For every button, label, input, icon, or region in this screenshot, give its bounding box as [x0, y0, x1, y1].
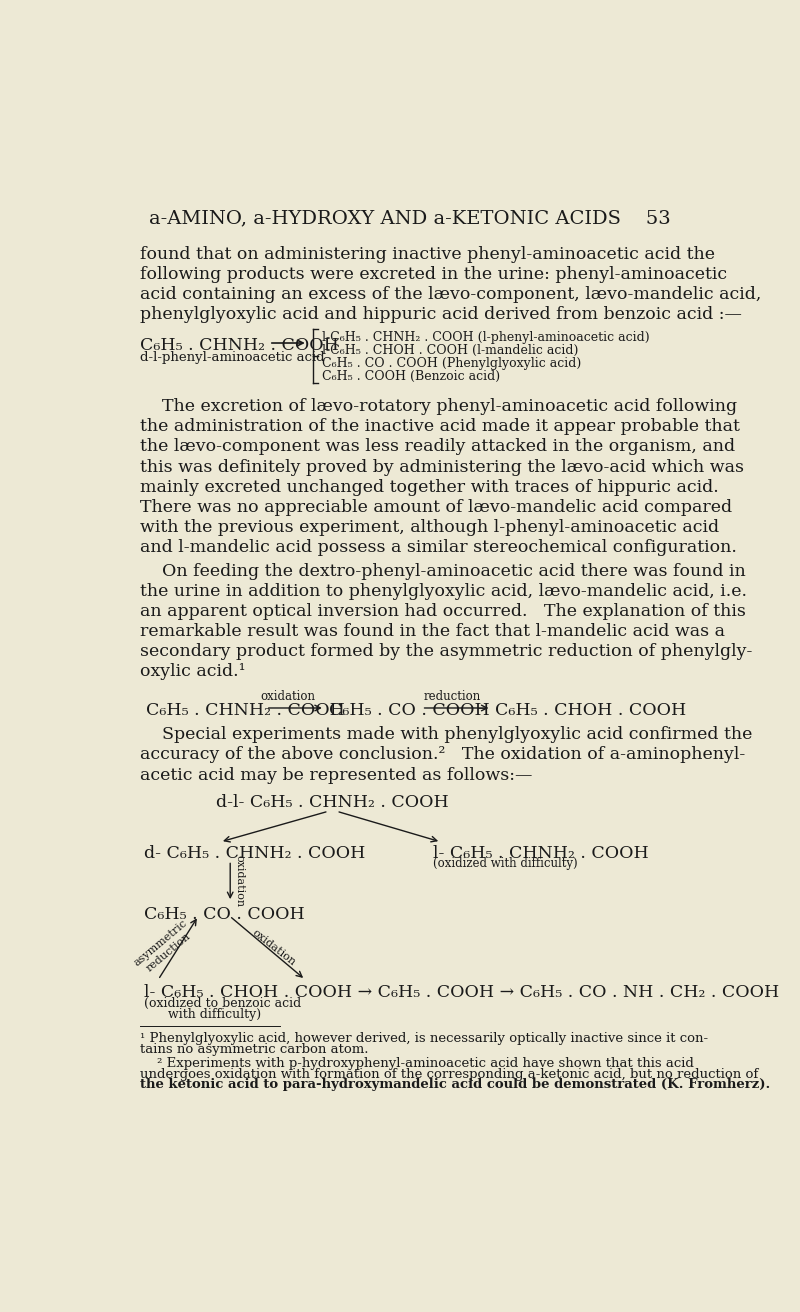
Text: C₆H₅ . CO . COOH: C₆H₅ . CO . COOH — [329, 702, 490, 719]
Text: tains no asymmetric carbon atom.: tains no asymmetric carbon atom. — [140, 1043, 369, 1056]
Text: The excretion of lævo-rotatory phenyl-aminoacetic acid following: The excretion of lævo-rotatory phenyl-am… — [140, 399, 738, 416]
Text: acetic acid may be represented as follows:—: acetic acid may be represented as follow… — [140, 766, 533, 783]
Text: oxidation: oxidation — [235, 855, 245, 908]
Text: oxidation: oxidation — [250, 928, 298, 968]
Text: l- C₆H₅ . CHNH₂ . COOH: l- C₆H₅ . CHNH₂ . COOH — [434, 845, 649, 862]
Text: C₆H₅ . CHNH₂ . COOH: C₆H₅ . CHNH₂ . COOH — [140, 337, 339, 354]
Text: remarkable result was found in the fact that l-mandelic acid was a: remarkable result was found in the fact … — [140, 623, 726, 640]
Text: Special experiments made with phenylglyoxylic acid confirmed the: Special experiments made with phenylglyo… — [140, 727, 753, 744]
Text: with the previous experiment, although l-phenyl-aminoacetic acid: with the previous experiment, although l… — [140, 518, 719, 535]
Text: oxylic acid.¹: oxylic acid.¹ — [140, 664, 246, 681]
Text: C₆H₅ . CHOH . COOH: C₆H₅ . CHOH . COOH — [495, 702, 686, 719]
Text: l-C₆H₅ . CHOH . COOH (l-mandelic acid): l-C₆H₅ . CHOH . COOH (l-mandelic acid) — [322, 344, 578, 357]
Text: acid containing an excess of the lævo-component, lævo-mandelic acid,: acid containing an excess of the lævo-co… — [140, 286, 762, 303]
Text: C₆H₅ . COOH (Benzoic acid): C₆H₅ . COOH (Benzoic acid) — [322, 370, 501, 383]
Text: (oxidized with difficulty): (oxidized with difficulty) — [434, 857, 578, 870]
Text: C₆H₅ . CO . COOH: C₆H₅ . CO . COOH — [144, 905, 305, 922]
Text: mainly excreted unchanged together with traces of hippuric acid.: mainly excreted unchanged together with … — [140, 479, 719, 496]
Text: l- C₆H₅ . CHOH . COOH → C₆H₅ . COOH → C₆H₅ . CO . NH . CH₂ . COOH: l- C₆H₅ . CHOH . COOH → C₆H₅ . COOH → C₆… — [144, 984, 779, 1001]
Text: this was definitely proved by administering the lævo-acid which was: this was definitely proved by administer… — [140, 458, 744, 475]
Text: reduction: reduction — [424, 690, 482, 702]
Text: and l-mandelic acid possess a similar stereochemical configuration.: and l-mandelic acid possess a similar st… — [140, 539, 737, 555]
Text: with difficulty): with difficulty) — [144, 1009, 262, 1021]
Text: found that on administering inactive phenyl-aminoacetic acid the: found that on administering inactive phe… — [140, 245, 715, 262]
Text: (oxidized to benzoic acid: (oxidized to benzoic acid — [144, 997, 302, 1010]
Text: ¹ Phenylglyoxylic acid, however derived, is necessarily optically inactive since: ¹ Phenylglyoxylic acid, however derived,… — [140, 1033, 709, 1046]
Text: following products were excreted in the urine: phenyl-aminoacetic: following products were excreted in the … — [140, 266, 727, 283]
Text: phenylglyoxylic acid and hippuric acid derived from benzoic acid :—: phenylglyoxylic acid and hippuric acid d… — [140, 306, 742, 323]
Text: the administration of the inactive acid made it appear probable that: the administration of the inactive acid … — [140, 419, 740, 436]
Text: oxidation: oxidation — [261, 690, 316, 702]
Text: d- C₆H₅ . CHNH₂ . COOH: d- C₆H₅ . CHNH₂ . COOH — [144, 845, 366, 862]
Text: accuracy of the above conclusion.²   The oxidation of a-aminophenyl-: accuracy of the above conclusion.² The o… — [140, 747, 746, 764]
Text: d-l-phenyl-aminoacetic acid: d-l-phenyl-aminoacetic acid — [140, 350, 325, 363]
Text: an apparent optical inversion had occurred.   The explanation of this: an apparent optical inversion had occurr… — [140, 604, 746, 621]
Text: secondary product formed by the asymmetric reduction of phenylgly-: secondary product formed by the asymmetr… — [140, 643, 753, 660]
Text: the ketonic acid to para-hydroxymandelic acid could be demonstrated (K. Fromherz: the ketonic acid to para-hydroxymandelic… — [140, 1078, 770, 1092]
Text: On feeding the dextro-phenyl-aminoacetic acid there was found in: On feeding the dextro-phenyl-aminoacetic… — [140, 563, 746, 580]
Text: the urine in addition to phenylglyoxylic acid, lævo-mandelic acid, i.e.: the urine in addition to phenylglyoxylic… — [140, 584, 747, 601]
Text: undergoes oxidation with formation of the corresponding a-ketonic acid, but no r: undergoes oxidation with formation of th… — [140, 1068, 758, 1081]
Text: d-l- C₆H₅ . CHNH₂ . COOH: d-l- C₆H₅ . CHNH₂ . COOH — [216, 794, 449, 811]
Text: a-AMINO, a-HYDROXY AND a-KETONIC ACIDS    53: a-AMINO, a-HYDROXY AND a-KETONIC ACIDS 5… — [149, 210, 671, 228]
Text: the lævo-component was less readily attacked in the organism, and: the lævo-component was less readily atta… — [140, 438, 735, 455]
Text: asymmetric
reduction: asymmetric reduction — [132, 918, 197, 977]
Text: There was no appreciable amount of lævo-mandelic acid compared: There was no appreciable amount of lævo-… — [140, 499, 733, 516]
Text: l-C₆H₅ . CHNH₂ . COOH (l-phenyl-aminoacetic acid): l-C₆H₅ . CHNH₂ . COOH (l-phenyl-aminoace… — [322, 331, 650, 344]
Text: ² Experiments with p-hydroxyphenyl-aminoacetic acid have shown that this acid: ² Experiments with p-hydroxyphenyl-amino… — [140, 1056, 694, 1069]
Text: C₆H₅ . CO . COOH (Phenylglyoxylic acid): C₆H₅ . CO . COOH (Phenylglyoxylic acid) — [322, 357, 582, 370]
Text: C₆H₅ . CHNH₂ . COOH: C₆H₅ . CHNH₂ . COOH — [146, 702, 346, 719]
